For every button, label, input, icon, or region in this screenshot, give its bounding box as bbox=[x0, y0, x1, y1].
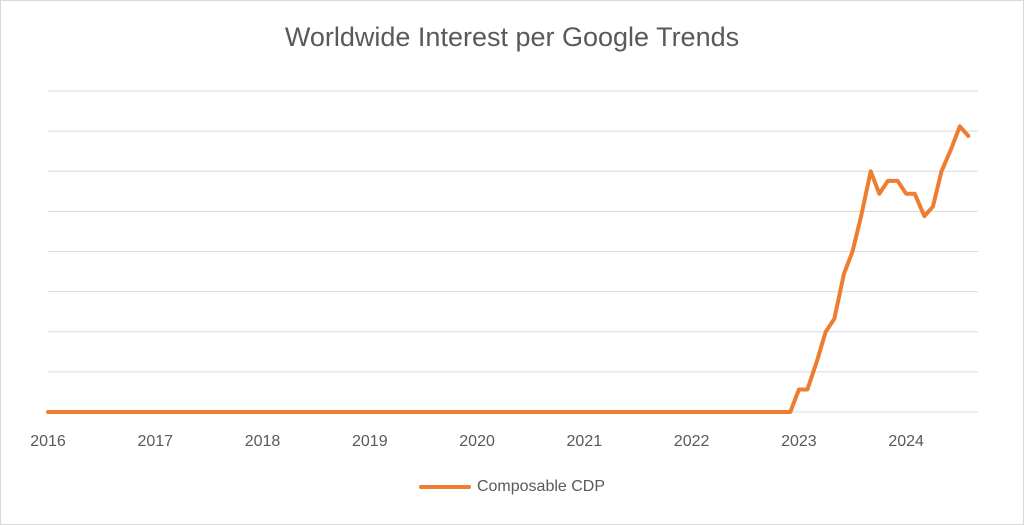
legend: Composable CDP bbox=[0, 478, 1024, 496]
gridlines bbox=[48, 90, 978, 413]
x-tick-label: 2024 bbox=[888, 433, 924, 450]
x-tick-label: 2019 bbox=[352, 433, 388, 450]
series-lines bbox=[46, 124, 971, 414]
x-tick-label: 2018 bbox=[245, 433, 281, 450]
x-tick-label: 2017 bbox=[137, 433, 173, 450]
chart-title: Worldwide Interest per Google Trends bbox=[284, 22, 740, 52]
x-tick-label: 2016 bbox=[30, 433, 66, 450]
series-line bbox=[46, 124, 971, 414]
legend-label: Composable CDP bbox=[476, 478, 606, 495]
legend-swatch bbox=[418, 485, 471, 489]
x-tick-label: 2022 bbox=[674, 433, 710, 450]
x-axis-ticks: 2016 2017 2018 2019 2020 2021 2022 2023 2024 bbox=[30, 433, 924, 450]
x-tick-label: 2023 bbox=[781, 433, 817, 450]
x-tick-label: 2021 bbox=[567, 433, 603, 450]
x-tick-label: 2020 bbox=[459, 433, 495, 450]
